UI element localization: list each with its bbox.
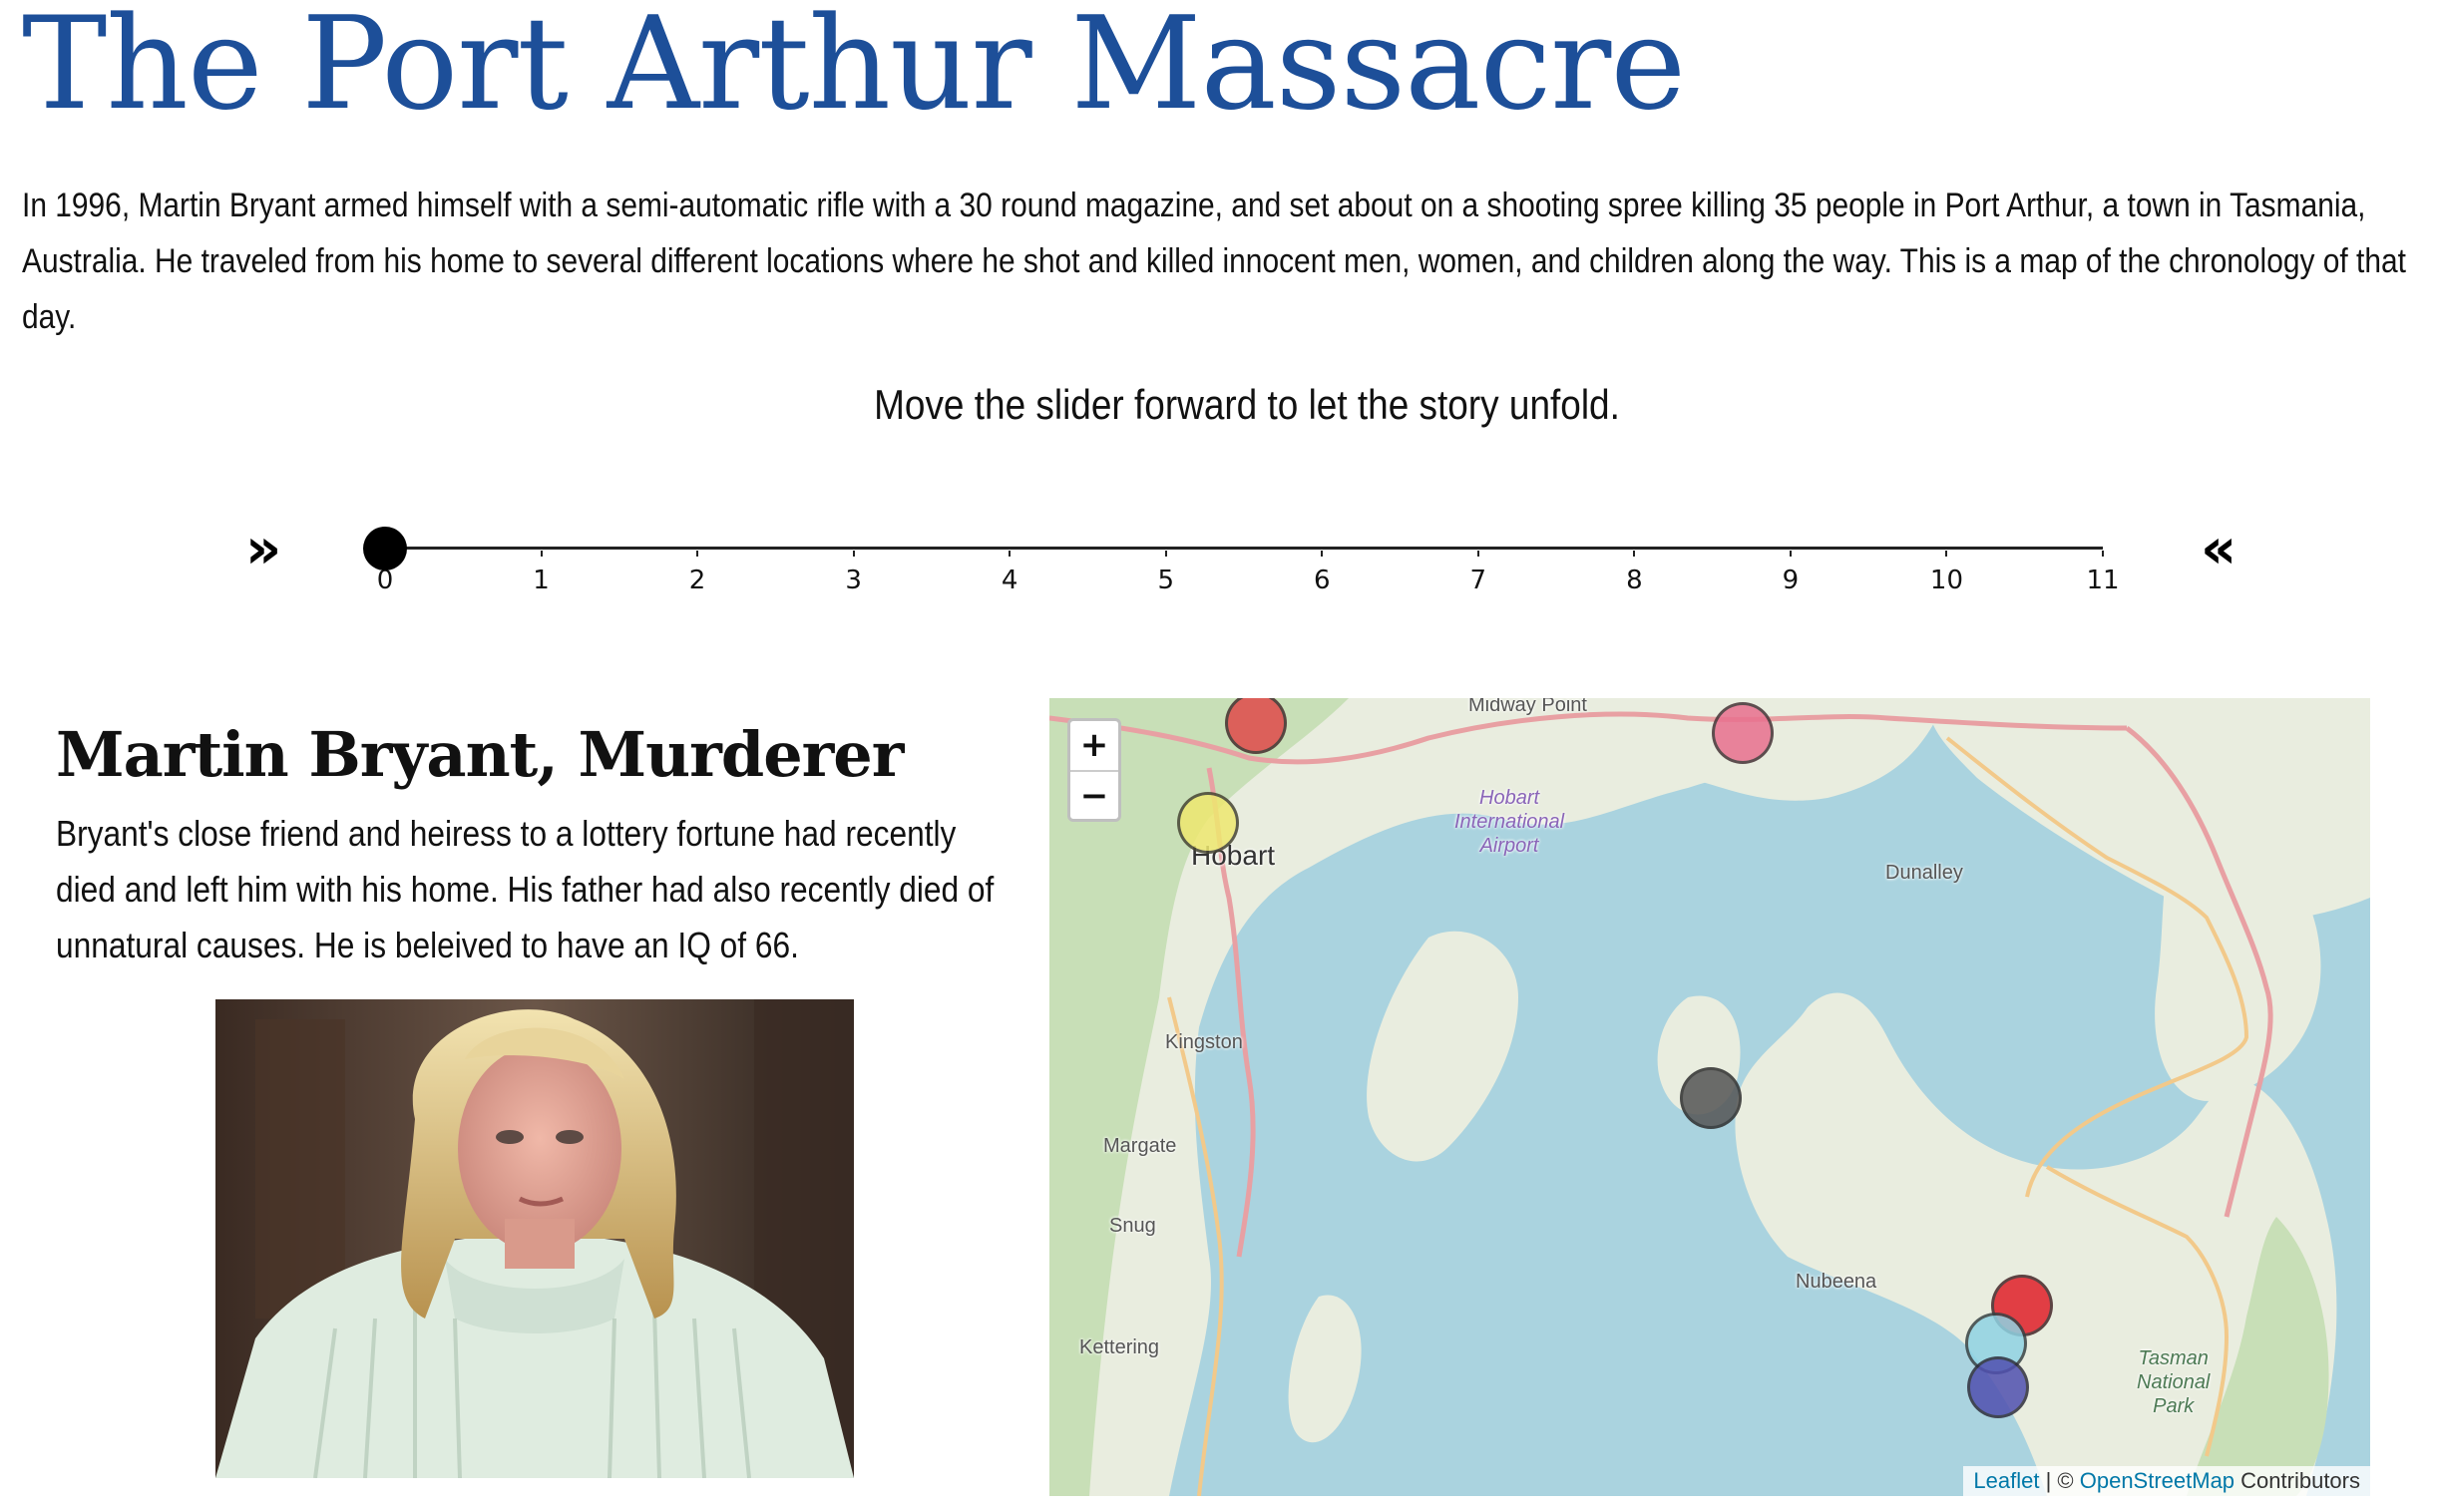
slider-tick-label: 9 [1782, 566, 1800, 595]
place-dunalley: Dunalley [1885, 862, 1963, 884]
place-hobart-airport: Hobart International Airport [1454, 787, 1565, 857]
slider-handle[interactable] [363, 527, 407, 570]
slider-tick-label: 2 [688, 566, 706, 595]
map-marker-blue[interactable] [1967, 1356, 2029, 1418]
place-margate: Margate [1103, 1135, 1177, 1157]
zoom-control: + − [1067, 718, 1121, 822]
slider-tick-label: 3 [845, 566, 862, 595]
slider-tick-mark [1789, 551, 1792, 557]
zoom-out-button[interactable]: − [1070, 770, 1118, 819]
map-marker-pink[interactable] [1712, 702, 1774, 764]
place-nubeena: Nubeena [1796, 1271, 1877, 1293]
slider-tick-label: 6 [1313, 566, 1331, 595]
slider-tick-mark [852, 551, 855, 557]
slider-tick-mark [1945, 551, 1948, 557]
slider-tick-label: 5 [1157, 566, 1174, 595]
slider-forward-button[interactable]: » [245, 517, 282, 581]
slider-tick-mark [540, 551, 543, 557]
slider-tick-label: 7 [1469, 566, 1487, 595]
slider-instruction: Move the slider forward to let the story… [874, 381, 1620, 428]
slider-tick-label: 4 [1001, 566, 1018, 595]
place-kingston: Kingston [1165, 1031, 1243, 1053]
place-tasman-national-park: Tasman National Park [2137, 1347, 2211, 1417]
place-kettering: Kettering [1079, 1336, 1160, 1358]
slider-tick-label: 0 [376, 566, 394, 595]
martin-bryant-portrait [215, 999, 854, 1478]
slider-tick-mark [1009, 551, 1012, 557]
slider-tick-mark [1321, 551, 1324, 557]
map-attribution: Leaflet | © OpenStreetMap Contributors [1963, 1466, 2370, 1496]
story-text: Bryant's close friend and heiress to a l… [56, 813, 995, 965]
slider-tick-mark [1164, 551, 1167, 557]
map-marker-gray[interactable] [1680, 1067, 1742, 1129]
map-marker-red-top[interactable] [1225, 698, 1287, 754]
slider-tick-mark [2102, 551, 2104, 557]
chronology-map[interactable]: Midway Point Hobart Hobart International… [1049, 698, 2370, 1496]
story-heading: Martin Bryant, Murderer [56, 718, 904, 791]
slider-tick-label: 11 [2086, 566, 2120, 595]
intro-paragraph: In 1996, Martin Bryant armed himself wit… [22, 187, 2406, 336]
slider-tick-label: 10 [1929, 566, 1963, 595]
place-midway-point: Midway Point [1468, 698, 1587, 716]
leaflet-link[interactable]: Leaflet [1973, 1468, 2040, 1493]
slider-tick-mark [696, 551, 699, 557]
slider-tick-mark [1476, 551, 1479, 557]
map-marker-yellow[interactable] [1177, 792, 1239, 854]
timeline-slider[interactable]: » « 0 1 2 3 4 5 6 7 8 9 10 11 [0, 499, 2438, 618]
zoom-in-button[interactable]: + [1079, 725, 1109, 765]
slider-tick-label: 1 [533, 566, 550, 595]
slider-tick-label: 8 [1626, 566, 1643, 595]
slider-track[interactable] [385, 547, 2103, 550]
slider-tick-mark [1633, 551, 1636, 557]
openstreetmap-link[interactable]: OpenStreetMap [2079, 1468, 2235, 1493]
place-snug: Snug [1109, 1215, 1156, 1237]
page-title: The Port Arthur Massacre [22, 0, 1686, 139]
slider-back-button[interactable]: « [2201, 517, 2237, 581]
